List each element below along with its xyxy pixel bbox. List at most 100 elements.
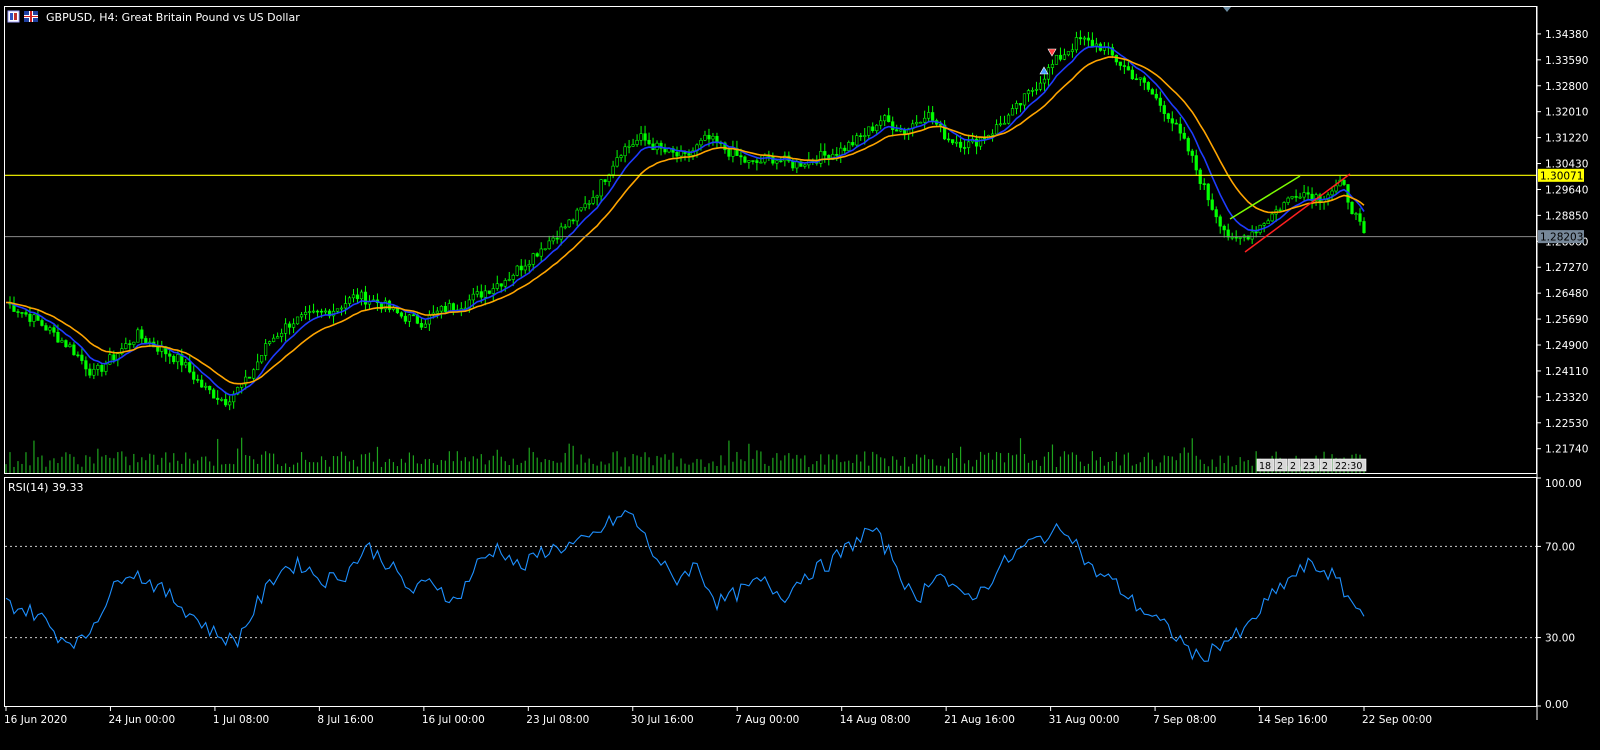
candle-body bbox=[104, 363, 108, 372]
candle-body bbox=[507, 279, 511, 281]
candle-body bbox=[100, 365, 104, 372]
candle-body bbox=[978, 137, 983, 147]
candle-body bbox=[915, 121, 919, 125]
candle-body bbox=[583, 203, 587, 209]
candle-body bbox=[1206, 183, 1210, 201]
candle-body bbox=[547, 240, 551, 250]
candle-body bbox=[279, 332, 284, 337]
candle-body bbox=[359, 291, 364, 300]
candle-body bbox=[1350, 201, 1354, 215]
level-price-tag: 1.30071 bbox=[1538, 168, 1584, 182]
candle-body bbox=[571, 219, 575, 222]
candle-body bbox=[994, 124, 999, 135]
trend-line-upper[interactable] bbox=[1229, 175, 1301, 220]
candle-body bbox=[363, 291, 368, 305]
candle-body bbox=[1298, 196, 1302, 199]
candle-body bbox=[1290, 196, 1294, 199]
candle-body bbox=[1034, 88, 1039, 91]
separator-label: 2 bbox=[1322, 461, 1328, 472]
candle-body bbox=[771, 156, 775, 164]
candle-body bbox=[208, 385, 212, 391]
candle-body bbox=[1218, 216, 1222, 227]
candle-body bbox=[635, 139, 639, 145]
candle-body bbox=[1230, 236, 1234, 239]
candle-body bbox=[120, 348, 124, 355]
candle-body bbox=[40, 320, 44, 326]
candle-body bbox=[1150, 89, 1154, 95]
price-tick-label: 1.27270 bbox=[1545, 262, 1588, 274]
candle-body bbox=[615, 157, 619, 167]
candle-body bbox=[823, 151, 827, 156]
candle-body bbox=[639, 133, 643, 141]
candle-body bbox=[1058, 54, 1063, 60]
candle-body bbox=[319, 310, 324, 313]
candle-body bbox=[92, 368, 96, 376]
candle-body bbox=[343, 303, 348, 309]
candle-body bbox=[779, 160, 783, 163]
candle-body bbox=[763, 155, 767, 163]
candle-body bbox=[1190, 150, 1194, 156]
candle-body bbox=[523, 265, 527, 271]
candle-body bbox=[947, 138, 951, 141]
time-tick-label: 16 Jun 2020 bbox=[4, 714, 67, 726]
candle-body bbox=[966, 141, 971, 148]
candle-body bbox=[323, 310, 328, 313]
candle-body bbox=[1282, 202, 1286, 211]
candle-body bbox=[240, 383, 244, 388]
price-tick-label: 1.26480 bbox=[1545, 288, 1588, 300]
candle-body bbox=[759, 161, 763, 164]
candle-body bbox=[1158, 97, 1162, 106]
candle-body bbox=[1014, 103, 1019, 109]
candle-body bbox=[1234, 236, 1238, 239]
candle-body bbox=[200, 379, 204, 388]
candle-body bbox=[1002, 122, 1007, 125]
candle-body bbox=[84, 360, 88, 370]
candle-body bbox=[24, 312, 28, 315]
candle-body bbox=[755, 160, 759, 163]
candle-body bbox=[919, 121, 923, 124]
candle-body bbox=[172, 355, 176, 363]
candle-body bbox=[471, 293, 475, 301]
candle-body bbox=[1302, 192, 1306, 198]
trend-line-lower[interactable] bbox=[1244, 173, 1351, 253]
candle-body bbox=[998, 123, 1003, 126]
candle-body bbox=[423, 323, 427, 328]
candle-body bbox=[843, 147, 847, 151]
rsi-tick-label: 100.00 bbox=[1545, 478, 1582, 490]
candle-body bbox=[535, 253, 539, 257]
price-tick-label: 1.28850 bbox=[1545, 210, 1588, 222]
price-tick-label: 1.25690 bbox=[1545, 314, 1588, 326]
candle-body bbox=[747, 160, 751, 163]
candle-body bbox=[679, 151, 683, 157]
rsi-series-line bbox=[5, 509, 1365, 662]
candle-body bbox=[383, 300, 388, 310]
rsi-pane-frame bbox=[4, 477, 1537, 707]
candle-body bbox=[64, 340, 68, 348]
candle-body bbox=[299, 314, 304, 318]
time-axis[interactable]: 16 Jun 2020 24 Jun 00:00 1 Jul 08:00 8 Jul … bbox=[4, 707, 1432, 726]
candle-body bbox=[883, 115, 887, 122]
time-tick-label: 16 Jul 00:00 bbox=[422, 714, 485, 726]
candle-body bbox=[895, 129, 899, 132]
time-tick-label: 30 Jul 16:00 bbox=[631, 714, 694, 726]
candle-body bbox=[1342, 179, 1346, 185]
candle-body bbox=[48, 327, 52, 331]
candle-body bbox=[687, 153, 691, 156]
time-tick-label: 23 Jul 08:00 bbox=[526, 714, 589, 726]
candle-body bbox=[891, 121, 895, 130]
candle-body bbox=[128, 343, 132, 345]
candle-body bbox=[96, 365, 100, 370]
shift-marker-icon[interactable] bbox=[1223, 7, 1231, 12]
price-tick-label: 1.24900 bbox=[1545, 340, 1588, 352]
moving-averages bbox=[5, 45, 1365, 396]
candle-body bbox=[1186, 138, 1190, 152]
candle-body bbox=[1022, 93, 1027, 106]
candle-body bbox=[72, 344, 76, 356]
candle-body bbox=[351, 294, 356, 299]
candle-body bbox=[491, 288, 495, 294]
candle-body bbox=[1170, 118, 1174, 124]
candle-body bbox=[184, 362, 188, 366]
candle-body bbox=[619, 155, 623, 158]
